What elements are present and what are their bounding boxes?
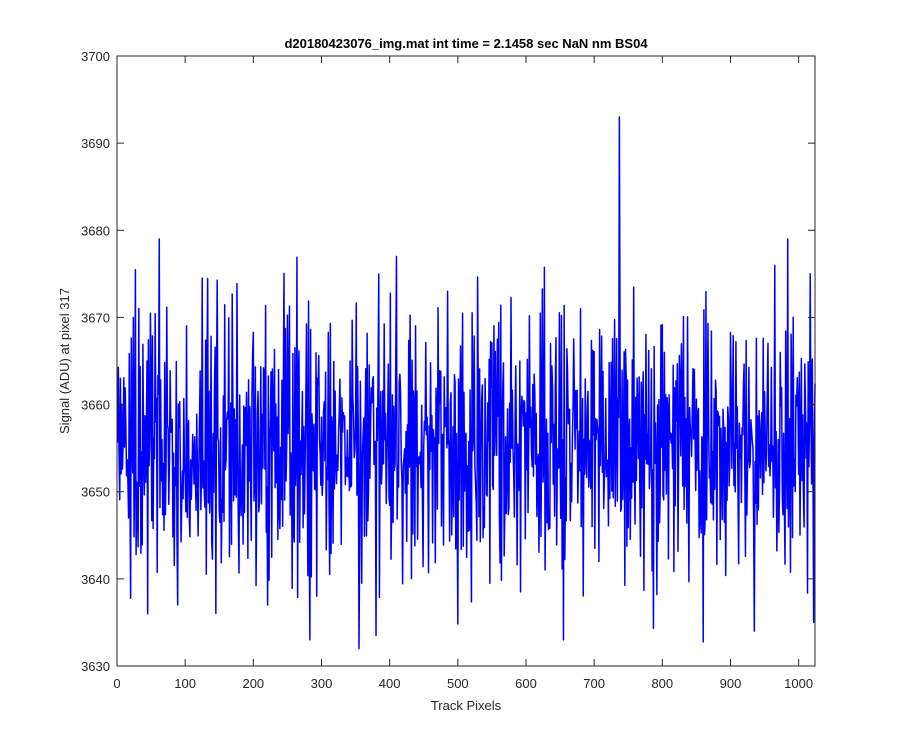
x-tick-label: 300 — [311, 676, 333, 691]
x-tick-label: 500 — [447, 676, 469, 691]
series-layer — [116, 116, 816, 650]
x-axis-ticks: 0 100 200 300 400 500 600 700 800 900 1000 — [113, 56, 813, 691]
y-tick-label: 3660 — [81, 398, 110, 413]
axes-box — [116, 55, 816, 667]
x-tick-label: 600 — [515, 676, 537, 691]
x-tick-label: 700 — [583, 676, 605, 691]
x-tick-label: 900 — [720, 676, 742, 691]
y-tick-label: 3700 — [81, 49, 110, 64]
y-tick-label: 3650 — [81, 485, 110, 500]
x-tick-label: 0 — [113, 676, 120, 691]
x-tick-label: 100 — [174, 676, 196, 691]
axes-background — [117, 56, 815, 666]
y-tick-label: 3630 — [81, 659, 110, 674]
series-line-signal — [116, 116, 816, 650]
y-axis-ticks: 3630 3640 3650 3660 3670 3680 3690 3700 — [81, 49, 815, 674]
x-tick-label: 1000 — [784, 676, 813, 691]
y-tick-label: 3670 — [81, 310, 110, 325]
y-tick-label: 3690 — [81, 136, 110, 151]
chart-title: d20180423076_img.mat int time = 2.1458 s… — [284, 36, 648, 51]
x-tick-label: 200 — [242, 676, 264, 691]
x-axis-label: Track Pixels — [431, 698, 502, 713]
y-tick-label: 3640 — [81, 572, 110, 587]
x-tick-label: 800 — [651, 676, 673, 691]
x-tick-label: 400 — [379, 676, 401, 691]
y-axis-label: Signal (ADU) at pixel 317 — [57, 288, 72, 434]
y-tick-label: 3680 — [81, 223, 110, 238]
